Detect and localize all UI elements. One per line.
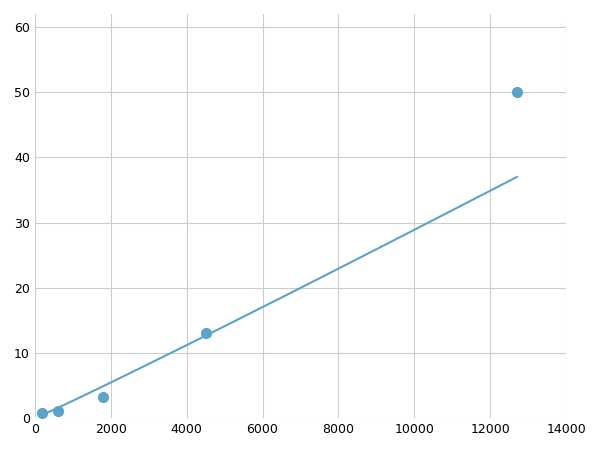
Point: [38, 410, 47, 417]
Point: [512, 89, 521, 96]
Point: [53, 408, 62, 415]
Point: [201, 330, 211, 337]
Point: [98, 394, 108, 401]
